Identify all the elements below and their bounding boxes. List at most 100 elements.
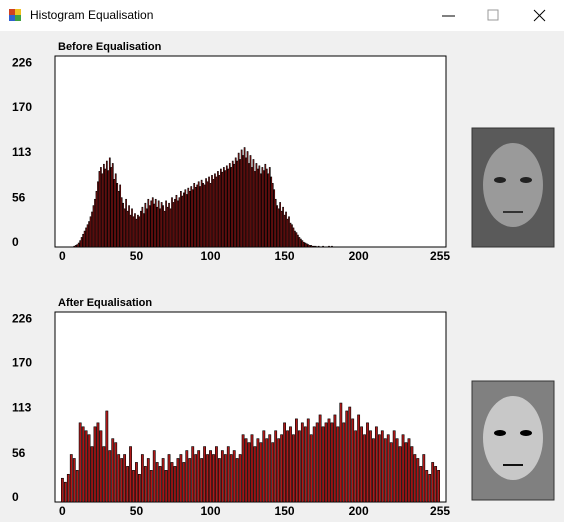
- histogram-bar: [162, 205, 164, 248]
- y-tick-label: 113: [12, 401, 32, 415]
- histogram-bar: [372, 438, 375, 503]
- histogram-bar: [276, 205, 279, 248]
- histogram-bar: [280, 434, 284, 503]
- close-button[interactable]: [533, 9, 546, 22]
- histogram-bar: [311, 245, 314, 248]
- histogram-bar: [81, 426, 85, 503]
- histogram-bar: [188, 458, 192, 503]
- histogram-bar: [333, 414, 337, 503]
- histogram-bar: [259, 442, 263, 503]
- histogram-bar: [258, 165, 261, 248]
- histogram-bar: [145, 208, 148, 248]
- histogram-bar: [105, 160, 108, 248]
- histogram-bar: [132, 470, 135, 503]
- histogram-bar: [256, 438, 260, 503]
- histogram-bar: [357, 414, 361, 503]
- histogram-bar: [268, 434, 272, 503]
- histogram-bar: [410, 446, 414, 503]
- histogram-bar: [196, 184, 199, 248]
- histogram-bar: [252, 159, 255, 248]
- histogram-bar: [66, 473, 70, 503]
- histogram-bar: [102, 446, 106, 503]
- histogram-bar: [241, 434, 245, 503]
- histogram-bar: [193, 183, 196, 248]
- histogram-bar: [271, 183, 274, 248]
- maximize-button[interactable]: [487, 9, 499, 21]
- histogram-bar: [194, 187, 197, 248]
- histogram-bar: [144, 202, 147, 248]
- histogram-bar: [328, 245, 330, 248]
- histogram-bar: [303, 426, 307, 503]
- histogram-bar: [366, 422, 369, 503]
- histogram-bar: [295, 418, 298, 503]
- histogram-bar: [153, 203, 156, 248]
- histogram-bar: [107, 170, 110, 248]
- histogram-bar: [155, 462, 159, 503]
- histogram-bar: [168, 202, 170, 248]
- x-tick-label: 200: [349, 504, 369, 518]
- histogram-bar: [257, 168, 259, 248]
- histogram-bar: [76, 244, 79, 248]
- histogram-bar: [87, 434, 91, 503]
- histogram-bar: [135, 462, 138, 503]
- histogram-bar: [292, 227, 295, 248]
- histogram-bar: [234, 157, 237, 248]
- histogram-bar: [205, 178, 207, 248]
- histogram-bar: [416, 458, 420, 503]
- histogram-bar: [92, 205, 95, 248]
- plot-area: [54, 311, 447, 503]
- face-image: [471, 127, 555, 248]
- histogram-bar: [122, 202, 124, 248]
- histogram-bar: [253, 446, 257, 503]
- histogram-bar: [114, 173, 117, 248]
- histogram-bar: [232, 450, 236, 503]
- histogram-bar: [292, 434, 295, 503]
- y-tick-label: 226: [12, 311, 32, 325]
- histogram-bar: [212, 454, 215, 503]
- histogram-bar: [222, 167, 225, 248]
- histogram-bar: [154, 198, 157, 248]
- histogram-bar: [185, 194, 188, 248]
- histogram-bar: [220, 450, 224, 503]
- histogram-bar: [94, 198, 96, 248]
- histogram-bar: [331, 245, 333, 248]
- histogram-bar: [261, 167, 264, 248]
- histogram-bar: [176, 458, 180, 503]
- histogram-bar: [262, 430, 266, 503]
- histogram-bar: [428, 473, 432, 503]
- histogram-bar: [209, 183, 212, 248]
- histogram-bar: [80, 237, 83, 248]
- x-tick-label: 255: [430, 249, 450, 263]
- histogram-bar: [254, 171, 256, 248]
- histogram-bar: [171, 197, 173, 248]
- histogram-bar: [327, 418, 331, 503]
- histogram-bar: [330, 422, 334, 503]
- histogram-bar: [126, 210, 129, 248]
- histogram-bar: [386, 434, 390, 503]
- histogram-bar: [322, 245, 324, 248]
- histogram-bar: [224, 170, 227, 248]
- histogram-bar: [277, 438, 281, 503]
- histogram-bar: [279, 202, 281, 248]
- histogram-bar: [197, 181, 200, 248]
- histogram-bar: [214, 173, 216, 248]
- histogram-bar: [437, 470, 441, 503]
- histogram-bar: [247, 442, 251, 503]
- histogram-bar: [147, 198, 150, 248]
- histogram-bar: [285, 211, 287, 248]
- histogram-bar: [255, 163, 258, 248]
- histogram-bar: [315, 422, 319, 503]
- histogram-bar: [431, 462, 435, 503]
- histogram-bar: [132, 216, 135, 248]
- histogram-bar: [226, 446, 230, 503]
- histogram-bar: [407, 438, 411, 503]
- histogram-bar: [297, 430, 301, 503]
- histogram-bar: [307, 244, 310, 248]
- histogram-bar: [179, 454, 183, 503]
- histogram-bar: [143, 213, 145, 248]
- histogram-bar: [191, 446, 195, 503]
- histogram-bar: [354, 430, 358, 503]
- histogram-bar: [190, 186, 193, 248]
- histogram-bar: [270, 176, 273, 248]
- histogram-bar: [108, 450, 112, 503]
